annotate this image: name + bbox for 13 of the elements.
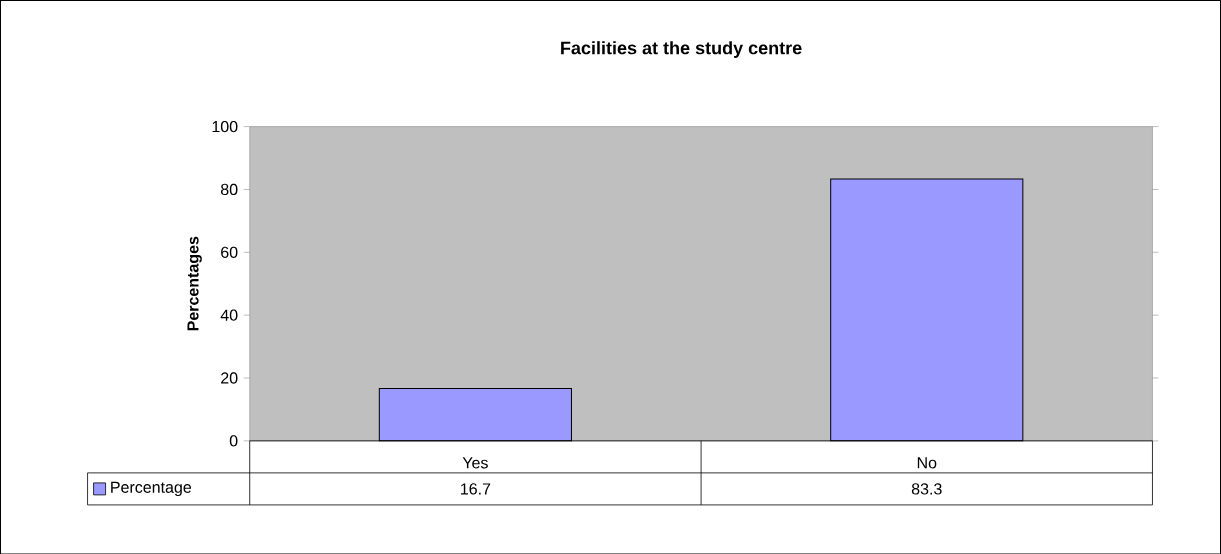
y-tick-label: 40 xyxy=(220,309,238,321)
x-tick-label: No xyxy=(917,457,937,469)
data-label: 16.7 xyxy=(461,483,491,495)
y-tick-label: 0 xyxy=(229,434,238,447)
y-tick-label: 100 xyxy=(212,120,238,133)
y-tick-label: 80 xyxy=(220,183,238,195)
legend-label: Percentage xyxy=(111,481,192,496)
chart-title: Facilities at the study centre xyxy=(561,40,802,58)
data-label: 83.3 xyxy=(911,483,942,495)
y-tick-label: 60 xyxy=(221,246,238,258)
y-axis-title: Percentages xyxy=(187,236,202,331)
y-tick-label: 20 xyxy=(221,372,238,384)
x-tick-label: Yes xyxy=(462,457,488,469)
